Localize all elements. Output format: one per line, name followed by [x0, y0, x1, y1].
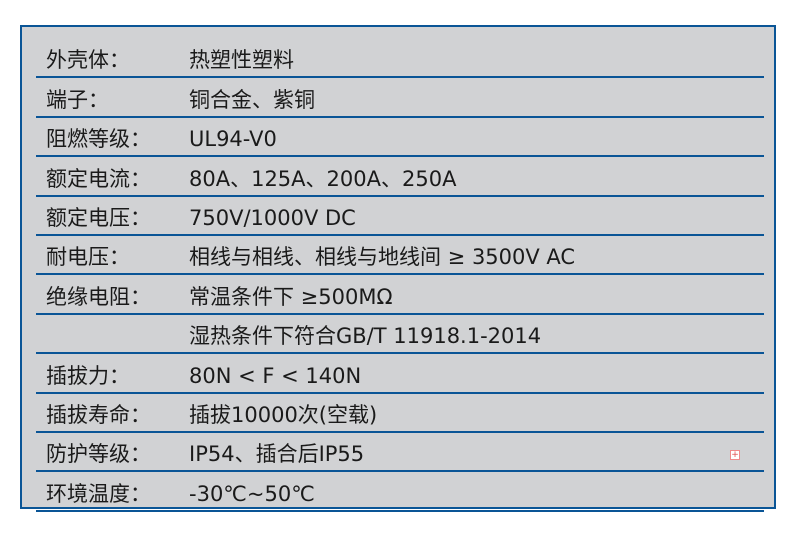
- spec-label: 额定电压：: [46, 205, 151, 230]
- spec-row-flame-rating: 阻燃等级： UL94-V0: [36, 118, 764, 158]
- spec-label: 插拔寿命：: [46, 402, 151, 427]
- spec-row-rated-current: 额定电流： 80A、125A、200A、250A: [36, 157, 764, 197]
- spec-label: 绝缘电阻：: [46, 284, 151, 309]
- spec-value: 铜合金、紫铜: [189, 87, 315, 112]
- spec-row-insulation: 绝缘电阻： 常温条件下 ≥500MΩ: [36, 275, 764, 315]
- spec-value: -30℃~50℃: [189, 481, 315, 506]
- spec-row-rated-voltage: 额定电压： 750V/1000V DC: [36, 197, 764, 236]
- spec-label: 插拔力：: [46, 363, 130, 388]
- spec-row-terminal: 端子： 铜合金、紫铜: [36, 78, 764, 118]
- spec-label: 外壳体：: [46, 48, 130, 73]
- spec-row-withstand-voltage: 耐电压： 相线与相线、相线与地线间 ≥ 3500V AC: [36, 236, 764, 276]
- spec-row-housing: 外壳体： 热塑性塑料: [36, 39, 764, 79]
- spec-value: 相线与相线、相线与地线间 ≥ 3500V AC: [189, 245, 576, 270]
- spec-row-protection: 防护等级： IP54、插合后IP55: [36, 433, 764, 473]
- spec-row-insertion-force: 插拔力： 80N < F < 140N: [36, 354, 764, 394]
- spec-label: 端子：: [46, 87, 109, 112]
- plus-square-icon: +: [730, 450, 740, 460]
- spec-row-mating-life: 插拔寿命： 插拔10000次(空载): [36, 394, 764, 433]
- spec-label: 环境温度：: [46, 481, 151, 506]
- spec-table: 外壳体： 热塑性塑料 端子： 铜合金、紫铜 阻燃等级： UL94-V0 额定电流： 80…: [36, 39, 764, 512]
- spec-value: 80N < F < 140N: [189, 363, 362, 388]
- spec-row-insulation-humid: 湿热条件下符合GB/T 11918.1-2014: [36, 315, 764, 355]
- spec-label: 阻燃等级：: [46, 127, 151, 152]
- spec-value: 常温条件下 ≥500MΩ: [189, 284, 393, 309]
- spec-panel: 外壳体： 热塑性塑料 端子： 铜合金、紫铜 阻燃等级： UL94-V0 额定电流： 80…: [20, 25, 776, 512]
- spec-value: 插拔10000次(空载): [189, 402, 378, 427]
- spec-value: IP54、插合后IP55: [189, 442, 365, 467]
- spec-value: 热塑性塑料: [189, 48, 294, 73]
- spec-value: 湿热条件下符合GB/T 11918.1-2014: [189, 324, 542, 349]
- spec-label: 耐电压：: [46, 245, 130, 270]
- spec-value: 80A、125A、200A、250A: [189, 166, 457, 191]
- spec-value: UL94-V0: [189, 127, 277, 152]
- spec-row-temperature: 环境温度： -30℃~50℃: [36, 472, 764, 512]
- spec-value: 750V/1000V DC: [189, 205, 356, 230]
- spec-label: 额定电流：: [46, 166, 151, 191]
- spec-label: 防护等级：: [46, 442, 151, 467]
